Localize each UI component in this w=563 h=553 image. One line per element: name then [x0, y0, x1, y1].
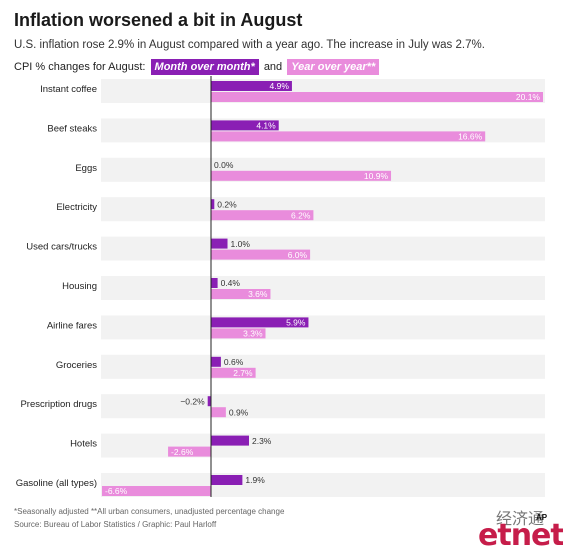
bar-month-over-month [211, 81, 292, 91]
category-label: Gasoline (all types) [16, 478, 97, 489]
category-label: Prescription drugs [20, 399, 97, 410]
category-label: Hotels [70, 439, 97, 450]
chart-subtitle: U.S. inflation rose 2.9% in August compa… [14, 39, 485, 51]
data-label: 0.0% [214, 160, 234, 170]
legend-item-mom: Month over month* [150, 59, 259, 75]
chart-title: Inflation worsened a bit in August [14, 10, 303, 30]
bar-year-over-year [211, 170, 392, 181]
data-label: 1.9% [245, 475, 265, 485]
legend-and: and [263, 61, 283, 73]
row-band [101, 354, 545, 379]
category-label: Electricity [56, 202, 97, 213]
data-label: 16.6% [458, 132, 483, 142]
data-label: 0.2% [217, 199, 237, 209]
bar-month-over-month [207, 396, 211, 407]
row-band [101, 394, 545, 419]
row-band [101, 236, 545, 261]
bar-year-over-year [211, 210, 314, 221]
row-band [101, 197, 545, 222]
bar-month-over-month [211, 238, 228, 249]
bar-year-over-year [211, 407, 226, 418]
bar-month-over-month [211, 120, 279, 131]
bar-year-over-year [211, 249, 311, 260]
row-band [101, 433, 545, 458]
row-band [101, 276, 545, 300]
data-label: 4.1% [256, 121, 276, 131]
category-label: Eggs [75, 163, 97, 174]
bar-year-over-year [211, 289, 271, 299]
bar-month-over-month [211, 317, 309, 328]
bar-year-over-year [211, 131, 486, 142]
data-label: -6.6% [105, 486, 128, 496]
data-label: -2.6% [171, 447, 194, 457]
data-label: 5.9% [286, 318, 306, 328]
data-label: 3.3% [243, 329, 263, 339]
bar-month-over-month [211, 475, 243, 485]
data-label: 2.3% [252, 436, 272, 446]
legend-prefix: CPI % changes for August: [14, 61, 146, 73]
ap-credit: AP [536, 513, 548, 522]
watermark-logo: etnet [478, 518, 563, 553]
bar-year-over-year [101, 486, 211, 496]
legend-item-yoy: Year over year** [287, 59, 380, 75]
bar-year-over-year [211, 367, 256, 378]
bar-month-over-month [211, 199, 215, 210]
category-label: Groceries [56, 360, 97, 371]
data-label: 0.9% [229, 407, 249, 417]
data-label: 6.0% [288, 250, 308, 260]
row-band [101, 315, 545, 340]
legend: CPI % changes for August: Month over mon… [14, 59, 381, 75]
category-label: Used cars/trucks [26, 242, 97, 253]
category-label: Airline fares [47, 320, 97, 331]
data-label: 6.2% [291, 210, 311, 220]
data-label: 10.9% [364, 171, 389, 181]
data-label: −0.2% [180, 396, 205, 406]
bar-month-over-month [211, 278, 218, 288]
data-label: 0.4% [221, 278, 241, 288]
bar-year-over-year [168, 446, 211, 457]
footnote: *Seasonally adjusted **All urban consume… [14, 507, 285, 516]
category-label: Beef steaks [47, 123, 97, 134]
watermark-chinese: 经济通 [496, 509, 545, 528]
data-label: 3.6% [248, 289, 268, 299]
data-label: 4.9% [270, 81, 290, 91]
data-label: 2.7% [233, 368, 253, 378]
bar-month-over-month [211, 435, 249, 446]
category-label: Instant coffee [40, 84, 97, 95]
bar-year-over-year [211, 92, 543, 102]
data-label: 20.1% [516, 92, 541, 102]
bar-month-over-month [211, 356, 221, 367]
data-label: 1.0% [231, 239, 251, 249]
bar-year-over-year [211, 328, 266, 339]
source-line: Source: Bureau of Labor Statistics / Gra… [14, 520, 217, 529]
category-label: Housing [62, 281, 97, 292]
data-label: 0.6% [224, 357, 244, 367]
